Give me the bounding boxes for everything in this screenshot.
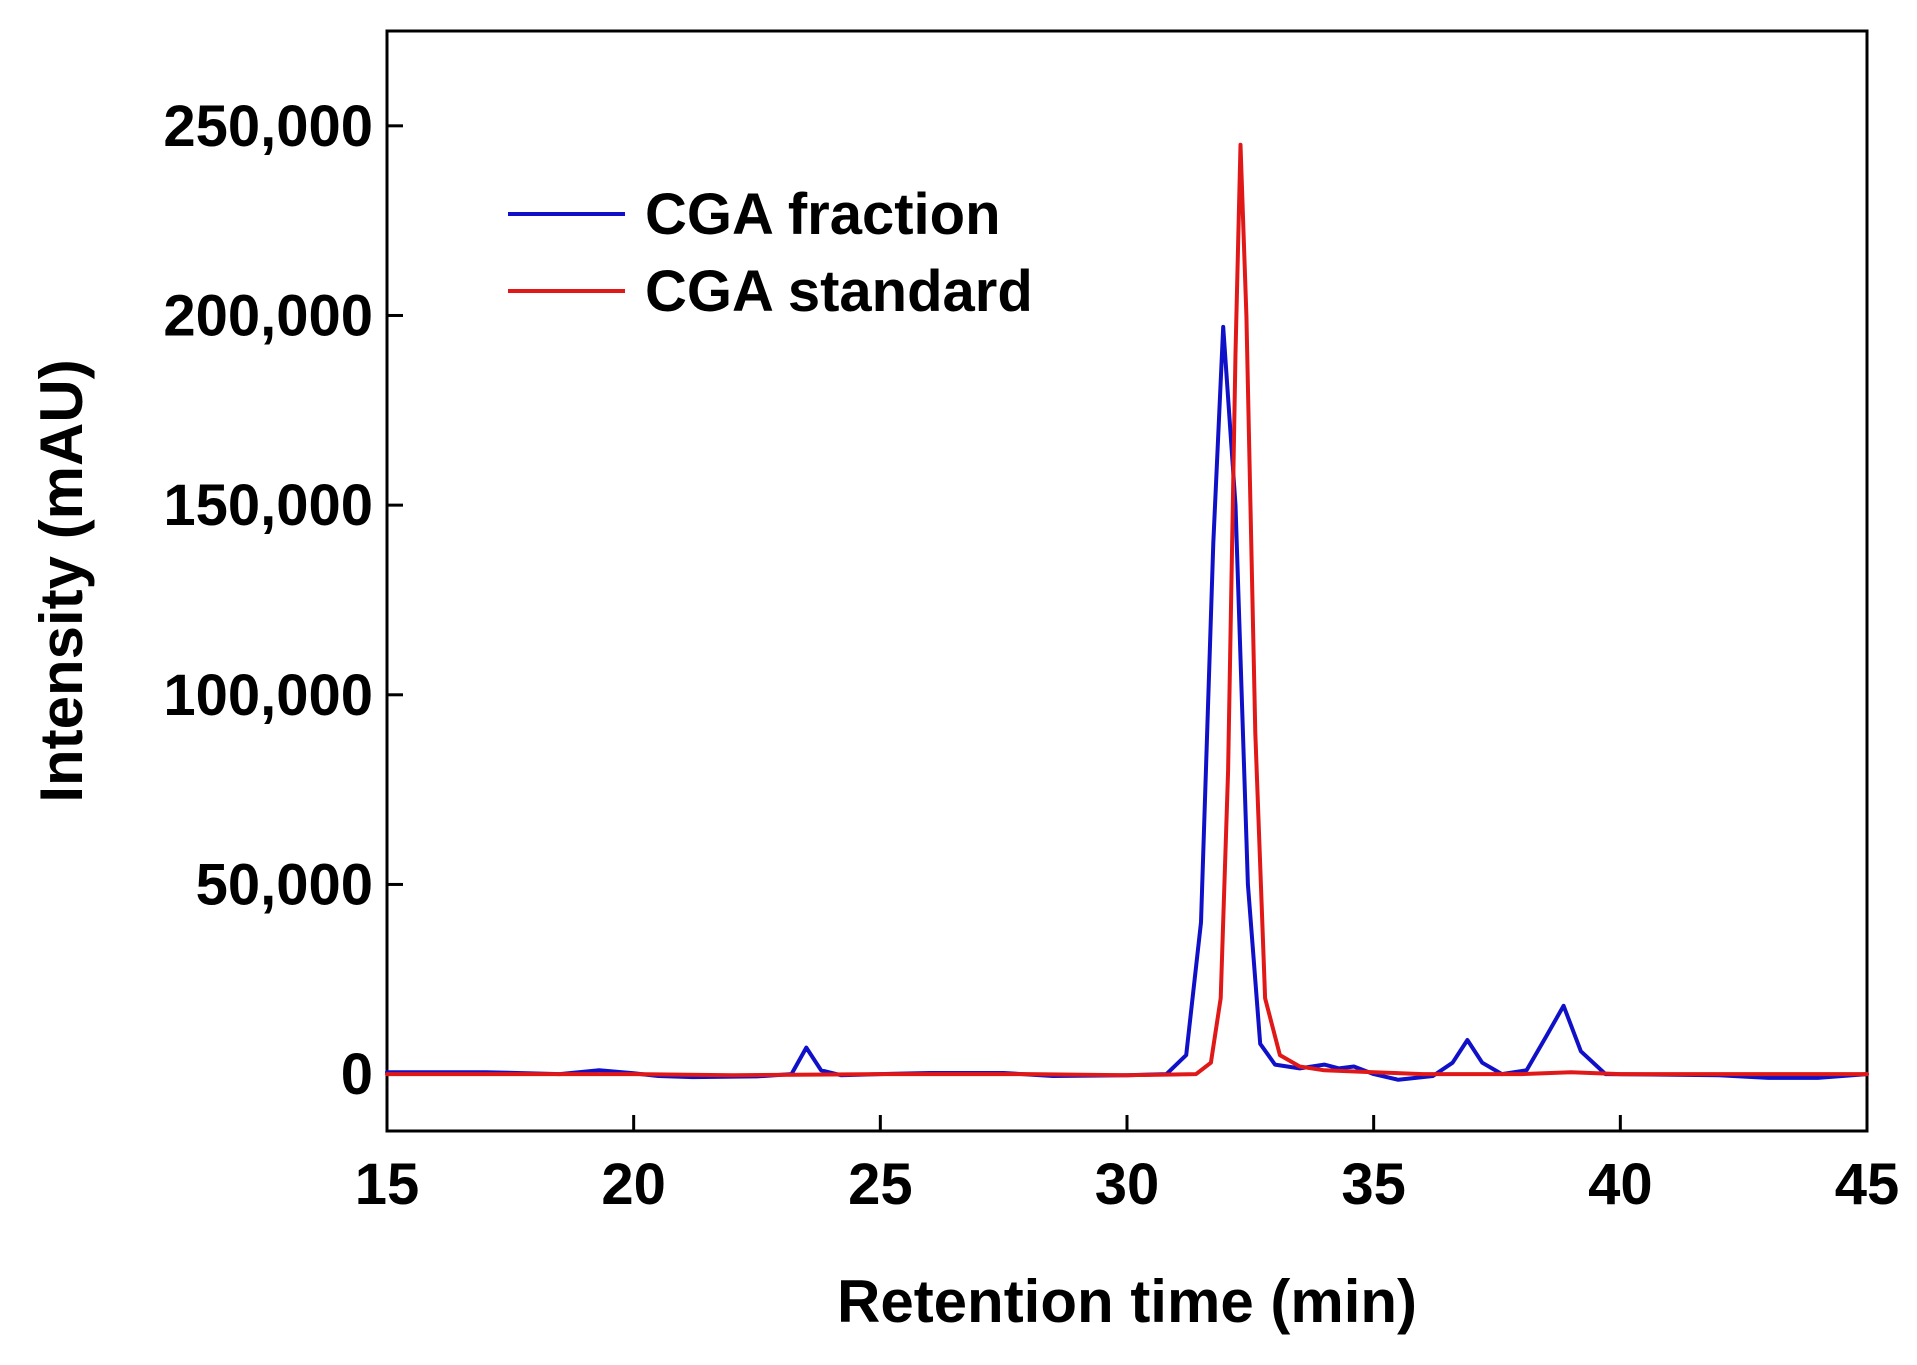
legend: CGA fraction CGA standard	[508, 182, 1033, 324]
x-axis-title: Retention time (min)	[837, 1268, 1417, 1335]
legend-label-cga-fraction: CGA fraction	[645, 182, 1001, 247]
y-tick-label: 0	[341, 1042, 373, 1107]
series-line-cga-standard	[385, 142, 1869, 1078]
y-tick-label: 250,000	[163, 94, 373, 159]
x-tick-label: 20	[601, 1152, 666, 1217]
y-axis-title: Intensity (mAU)	[28, 359, 95, 802]
x-tick-label: 30	[1095, 1152, 1160, 1217]
y-tick-label: 100,000	[163, 663, 373, 728]
y-axis-ticks: 0 50,000 100,000 150,000 200,000 250,000	[163, 94, 403, 1107]
x-tick-label: 45	[1835, 1152, 1900, 1217]
x-tick-label: 40	[1588, 1152, 1653, 1217]
x-tick-label: 15	[355, 1152, 420, 1217]
x-tick-label: 25	[848, 1152, 913, 1217]
y-tick-label: 200,000	[163, 283, 373, 348]
legend-label-cga-standard: CGA standard	[645, 259, 1033, 324]
x-tick-label: 35	[1341, 1152, 1406, 1217]
y-tick-label: 150,000	[163, 473, 373, 538]
plot-frame	[385, 29, 1869, 1133]
series-lines	[385, 142, 1869, 1082]
x-axis-ticks: 15 20 25 30 35 40 45	[355, 1115, 1900, 1217]
y-tick-label: 50,000	[196, 852, 373, 917]
